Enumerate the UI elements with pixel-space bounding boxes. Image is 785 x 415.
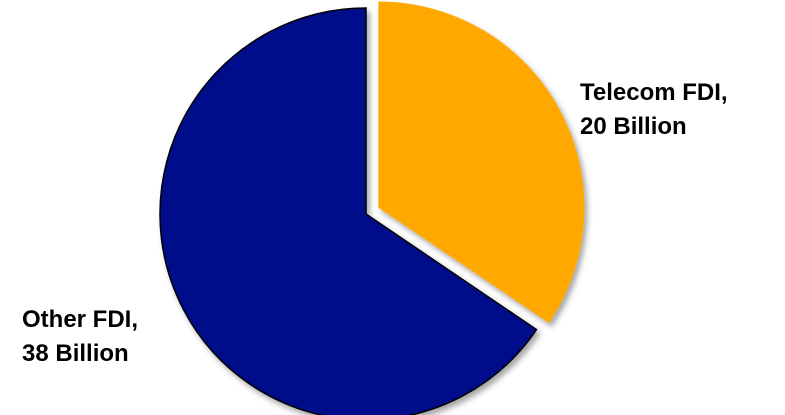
slice-label-telecom-fdi-line1: Telecom FDI, (580, 79, 728, 106)
slice-label-telecom-fdi-line2: 20 Billion (580, 113, 687, 140)
slice-label-telecom-fdi: Telecom FDI, 20 Billion (580, 79, 734, 140)
slice-label-other-fdi: Other FDI, 38 Billion (22, 306, 145, 367)
slice-label-other-fdi-line1: Other FDI, (22, 306, 138, 333)
pie-slices (160, 1, 584, 415)
slice-label-other-fdi-line2: 38 Billion (22, 340, 129, 367)
